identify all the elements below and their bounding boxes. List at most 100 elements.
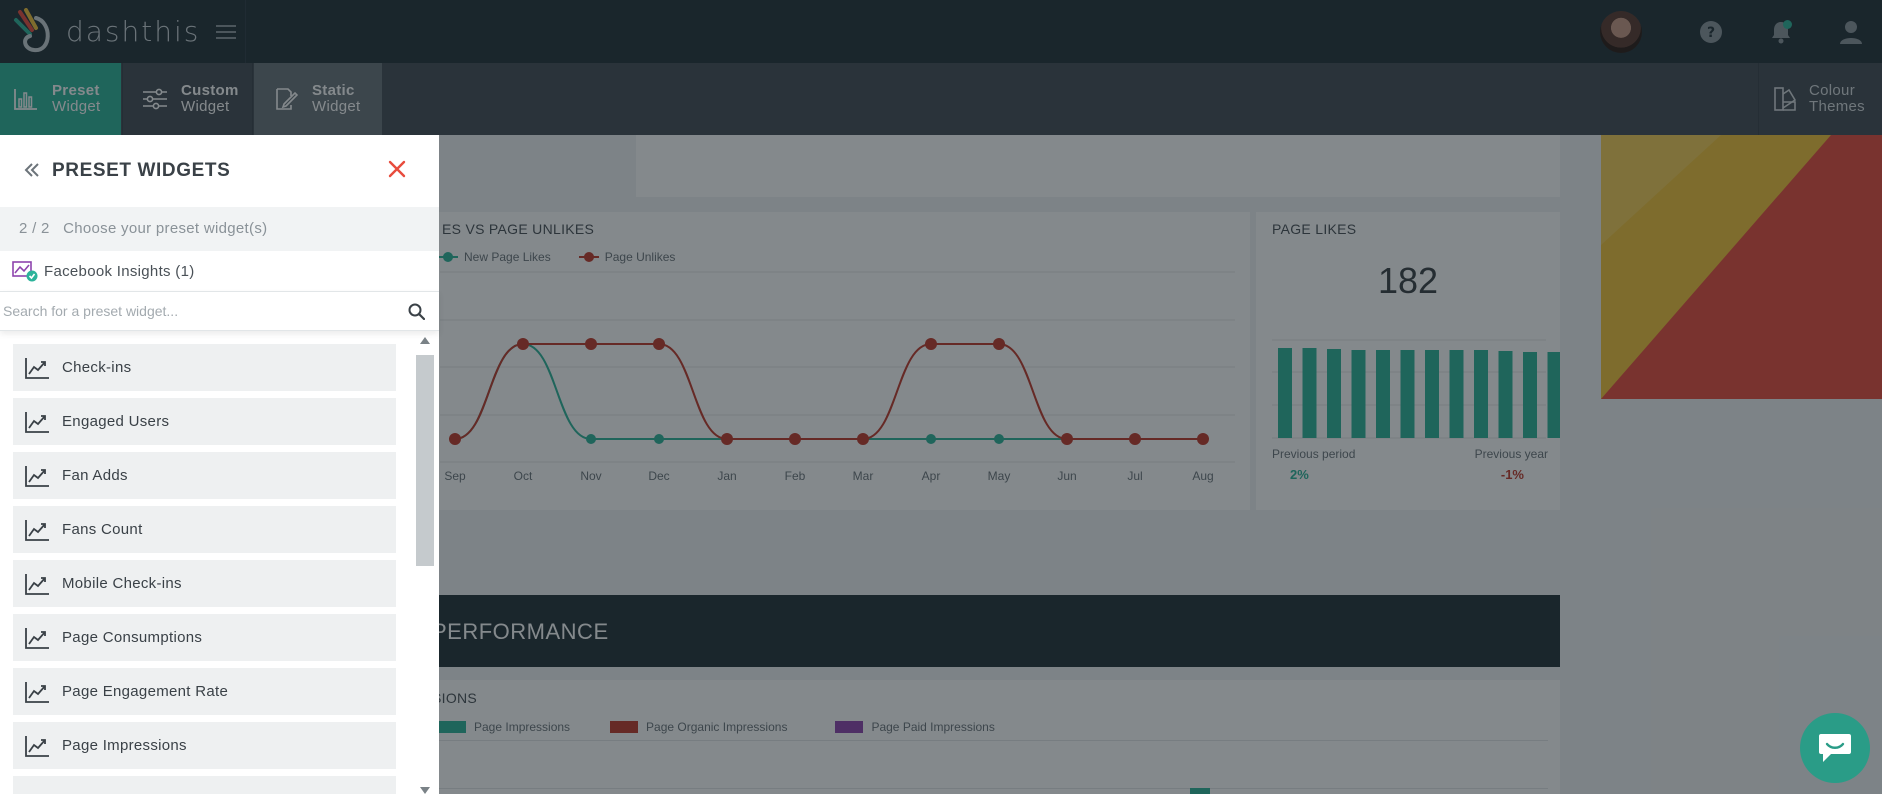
performance-title: PERFORMANCE [432, 619, 609, 644]
data-point[interactable] [721, 433, 733, 445]
page-likes-title: PAGE LIKES [1272, 221, 1357, 237]
bar[interactable] [1449, 350, 1464, 438]
data-point[interactable] [653, 338, 665, 350]
static-label-1: Static [312, 82, 355, 99]
colour-label-1: Colour [1809, 82, 1855, 99]
avatar[interactable] [1600, 10, 1642, 53]
bar[interactable] [1327, 349, 1341, 438]
widget-list-item[interactable]: Fan Adds [13, 452, 396, 499]
colour-themes-button[interactable]: Colour Themes [1758, 63, 1882, 135]
static-widget-button[interactable]: Static Widget [254, 63, 382, 135]
scroll-down-arrow[interactable] [420, 787, 430, 794]
data-point[interactable] [926, 434, 936, 444]
user-icon[interactable] [1834, 15, 1868, 49]
x-tick-label: Nov [580, 469, 601, 483]
widget-list-item[interactable] [13, 776, 396, 794]
bar[interactable] [1547, 352, 1561, 438]
x-tick-label: Jun [1057, 469, 1076, 483]
data-point[interactable] [517, 338, 529, 350]
data-point[interactable] [994, 434, 1004, 444]
bar[interactable] [1474, 350, 1488, 438]
data-source-row[interactable]: Facebook Insights (1) [0, 251, 439, 291]
trend-chart-icon [25, 411, 49, 433]
x-tick-label: Aug [1192, 469, 1213, 483]
likes-vs-unlikes-card[interactable]: ES VS PAGE UNLIKES New Page Likes Page U… [420, 212, 1250, 510]
data-point[interactable] [789, 433, 801, 445]
sliders-icon [141, 85, 169, 113]
data-point[interactable] [1129, 433, 1141, 445]
legend-impressions: Page Impressions [474, 720, 571, 734]
double-chevron-left-icon[interactable] [23, 161, 41, 179]
legend-impressions-swatch [438, 721, 466, 733]
x-tick-label: Jul [1127, 469, 1142, 483]
logo[interactable]: dashthis [12, 5, 242, 57]
previous-period-value: 2% [1290, 467, 1309, 482]
palette-icon [1773, 86, 1799, 112]
bar[interactable] [1498, 351, 1513, 438]
widget-list-item[interactable]: Page Engagement Rate [13, 668, 396, 715]
widget-list-item[interactable]: Page Consumptions [13, 614, 396, 661]
menu-icon[interactable] [216, 18, 236, 46]
static-label-2: Widget [312, 98, 361, 115]
preset-label-2: Widget [52, 98, 101, 115]
data-point[interactable] [586, 434, 596, 444]
data-point[interactable] [449, 433, 461, 445]
preset-label-1: Preset [52, 82, 100, 99]
gridline [430, 788, 1548, 789]
widget-list-item[interactable]: Check-ins [13, 344, 396, 391]
gridline [430, 740, 1548, 741]
help-icon[interactable]: ? [1694, 15, 1728, 49]
widget-list-item-label: Check-ins [62, 359, 132, 376]
widget-list-item-label: Fan Adds [62, 467, 128, 484]
scroll-up-arrow[interactable] [420, 337, 430, 344]
page-likes-value: 182 [1377, 260, 1439, 301]
chat-button[interactable] [1800, 713, 1870, 783]
widget-list-item[interactable]: Engaged Users [13, 398, 396, 445]
data-point[interactable] [1061, 433, 1073, 445]
x-tick-label: Sep [444, 469, 466, 483]
legend-paid-swatch [835, 721, 864, 733]
x-tick-label: Oct [514, 469, 533, 483]
page-likes-card[interactable]: PAGE LIKES 182 Previous period 2% Previo… [1256, 212, 1560, 510]
impressions-card[interactable]: SIONS Page Impressions Page Organic Impr… [420, 680, 1560, 794]
scrollbar[interactable] [414, 335, 436, 794]
bar[interactable] [1400, 350, 1415, 438]
bar[interactable] [1278, 348, 1292, 438]
scrollbar-thumb[interactable] [416, 355, 434, 566]
bar[interactable] [1376, 350, 1390, 438]
widget-list-item[interactable]: Fans Count [13, 506, 396, 553]
trend-chart-icon [25, 519, 49, 541]
series-line [454, 342, 1203, 440]
data-point[interactable] [993, 338, 1005, 350]
bar[interactable] [1351, 350, 1366, 438]
page-likes-bars [1272, 339, 1561, 439]
trend-chart-icon [25, 627, 49, 649]
bar[interactable] [1425, 350, 1439, 438]
data-point[interactable] [857, 433, 869, 445]
top-icons: ? [1600, 0, 1882, 63]
theme-art [1601, 135, 1882, 399]
data-point[interactable] [1197, 433, 1209, 445]
preset-widgets-panel: PRESET WIDGETS 2 / 2 Choose your preset … [0, 135, 439, 794]
bell-icon[interactable] [1764, 15, 1798, 49]
performance-section-header: PERFORMANCE [420, 595, 1560, 667]
widget-list-item[interactable]: Page Impressions [13, 722, 396, 769]
bar[interactable] [1302, 348, 1317, 438]
data-point[interactable] [585, 338, 597, 350]
preset-widget-button[interactable]: Preset Widget [0, 63, 121, 135]
widget-list-item-label: Engaged Users [62, 413, 170, 430]
data-point[interactable] [925, 338, 937, 350]
widget-list-item-label: Page Consumptions [62, 629, 203, 646]
trend-chart-icon [25, 357, 49, 379]
widget-list-item[interactable]: Mobile Check-ins [13, 560, 396, 607]
custom-widget-button[interactable]: Custom Widget [122, 63, 253, 135]
divider [245, 0, 246, 63]
widget-list-item-label: Page Impressions [62, 737, 187, 754]
notification-dot [1783, 19, 1792, 29]
x-tick-label: Apr [922, 469, 941, 483]
close-icon[interactable] [387, 159, 407, 179]
data-point[interactable] [654, 434, 664, 444]
search-input[interactable] [0, 293, 400, 329]
search-icon[interactable] [408, 303, 426, 321]
bar[interactable] [1523, 352, 1537, 438]
